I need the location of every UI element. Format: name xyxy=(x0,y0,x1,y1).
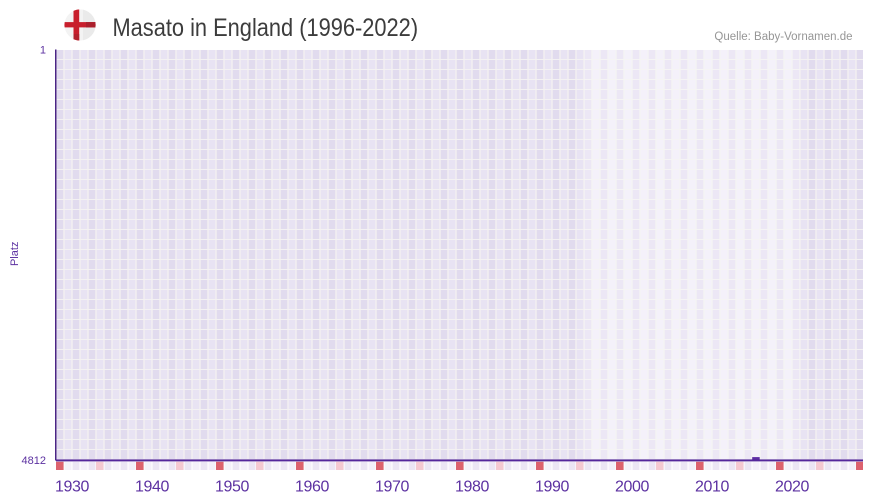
svg-text:Masato in England (1996-2022): Masato in England (1996-2022) xyxy=(113,13,419,41)
svg-text:1940: 1940 xyxy=(135,478,169,495)
svg-text:Quelle: Baby-Vornamen.de: Quelle: Baby-Vornamen.de xyxy=(714,31,852,43)
svg-text:2000: 2000 xyxy=(615,478,649,495)
svg-text:Platz: Platz xyxy=(9,242,21,266)
svg-text:1930: 1930 xyxy=(55,478,89,495)
svg-text:1950: 1950 xyxy=(215,478,249,495)
svg-text:1990: 1990 xyxy=(535,478,569,495)
svg-text:2010: 2010 xyxy=(695,478,729,495)
svg-text:4812: 4812 xyxy=(22,455,46,467)
svg-text:1960: 1960 xyxy=(295,478,329,495)
svg-text:2020: 2020 xyxy=(775,478,809,495)
svg-text:1: 1 xyxy=(40,45,46,57)
svg-text:1980: 1980 xyxy=(455,478,489,495)
svg-text:1970: 1970 xyxy=(375,478,409,495)
